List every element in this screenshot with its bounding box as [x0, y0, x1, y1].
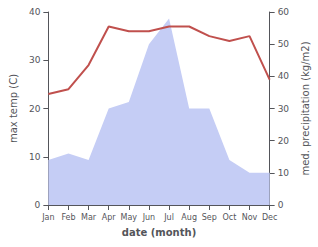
svg-text:Mar: Mar: [81, 213, 97, 222]
svg-text:Feb: Feb: [61, 213, 75, 222]
svg-text:30: 30: [278, 104, 290, 114]
svg-text:Apr: Apr: [102, 213, 117, 222]
svg-text:Jun: Jun: [142, 213, 156, 222]
svg-text:max temp (C): max temp (C): [8, 74, 19, 143]
svg-text:10: 10: [278, 168, 290, 178]
svg-text:20: 20: [29, 104, 41, 114]
svg-text:Aug: Aug: [181, 213, 197, 222]
svg-text:Jan: Jan: [41, 213, 54, 222]
svg-text:med. precipitation (kg/m2): med. precipitation (kg/m2): [300, 41, 311, 175]
svg-text:Dec: Dec: [262, 213, 277, 222]
svg-text:10: 10: [29, 152, 41, 162]
svg-text:Nov: Nov: [242, 213, 258, 222]
svg-text:Oct: Oct: [222, 213, 236, 222]
svg-text:Sep: Sep: [202, 213, 217, 222]
svg-text:60: 60: [278, 7, 290, 17]
svg-text:40: 40: [278, 71, 290, 81]
svg-text:40: 40: [29, 7, 41, 17]
svg-text:date (month): date (month): [122, 227, 196, 238]
svg-text:Jul: Jul: [163, 213, 174, 222]
svg-text:0: 0: [35, 200, 41, 210]
svg-text:0: 0: [278, 200, 284, 210]
svg-text:May: May: [121, 213, 138, 222]
svg-text:50: 50: [278, 39, 290, 49]
svg-text:20: 20: [278, 136, 290, 146]
svg-text:30: 30: [29, 55, 41, 65]
